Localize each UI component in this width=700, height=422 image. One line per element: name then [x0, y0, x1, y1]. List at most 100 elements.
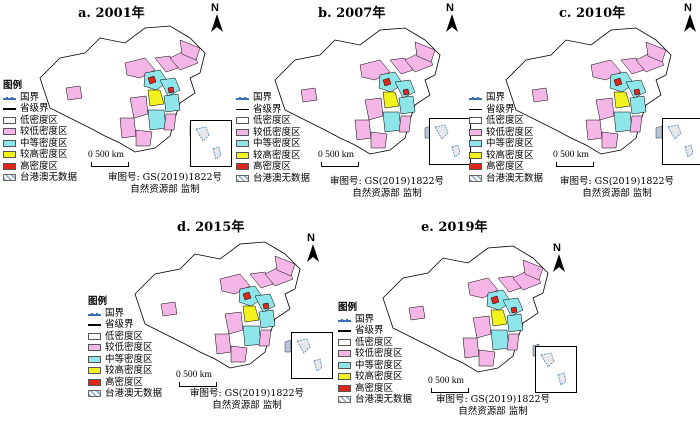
low-swatch: [236, 117, 249, 125]
province-region: [238, 285, 264, 307]
province-region: [394, 79, 416, 99]
higher-swatch: [469, 151, 482, 159]
nodata-swatch: [469, 174, 482, 182]
province-border-swatch: [469, 106, 482, 113]
legend-row: 较低密度区: [236, 127, 310, 139]
legend-row: 台港澳无数据: [338, 394, 412, 406]
legend-label: 台港澳无数据: [20, 172, 78, 183]
province-region: [300, 87, 318, 103]
province-region: [462, 337, 480, 359]
audit-note: 审图号: GS(2019)1822号 自然资源部 监制: [418, 394, 568, 418]
legend-row: 国界: [88, 308, 162, 320]
legend-label: 较低密度区: [355, 348, 403, 359]
legend-label: 中等密度区: [253, 138, 301, 149]
map-legend-a: 图例 国界 省级界 低密度区 较低密度区 中等密度区 较高密度区 高密度区 台港…: [3, 80, 77, 184]
legend-row: 省级界: [3, 103, 77, 115]
legend-row: 较低密度区: [469, 127, 543, 139]
legend-row: 国界: [236, 92, 310, 104]
panel-title: c. 2010年: [559, 6, 626, 21]
legend-row: 台港澳无数据: [3, 172, 77, 184]
north-label: N: [211, 2, 219, 14]
province-border-swatch: [338, 327, 351, 334]
map-regions: [382, 245, 549, 373]
province-region: [242, 291, 252, 301]
country-border-swatch: [338, 316, 351, 323]
audit-line-2: 自然资源部 监制: [212, 400, 282, 411]
province-region: [490, 329, 510, 351]
legend-label: 台港澳无数据: [253, 172, 311, 184]
legend-label: 低密度区: [105, 330, 144, 342]
legend-label: 国界: [486, 92, 506, 103]
audit-line-1: 审图号: GS(2019)1822号: [329, 176, 445, 187]
legend-label: 省级界: [20, 103, 49, 114]
map-regions: [134, 241, 301, 369]
legend-title: 图例: [338, 302, 358, 313]
audit-note: 审图号: GS(2019)1822号 自然资源部 监制: [312, 176, 462, 200]
legend-label: 国界: [253, 92, 273, 103]
audit-line-2: 自然资源部 监制: [352, 188, 422, 199]
legend-row: 高密度区: [338, 383, 412, 395]
province-region: [163, 113, 177, 131]
legend-label: 省级界: [355, 325, 384, 336]
audit-line-2: 自然资源部 监制: [458, 406, 528, 417]
province-region: [163, 93, 181, 113]
high-swatch: [88, 378, 101, 386]
country-border-swatch: [3, 94, 16, 101]
legend-label: 低密度区: [355, 336, 394, 348]
nodata-swatch: [236, 174, 249, 182]
nodata-swatch: [88, 390, 101, 398]
lower-swatch: [3, 128, 16, 136]
china-map: [134, 241, 301, 369]
province-region: [645, 41, 667, 63]
province-region: [408, 305, 426, 321]
province-region: [262, 302, 270, 310]
province-region: [629, 115, 643, 133]
legend-label: 高密度区: [486, 161, 525, 172]
scale-label: 0 500 km: [176, 370, 212, 380]
legend-row: 台港澳无数据: [469, 173, 543, 185]
province-region: [230, 345, 248, 363]
audit-note: 审图号: GS(2019)1822号 自然资源部 监制: [90, 172, 240, 196]
north-arrow-icon: [211, 14, 223, 32]
china-map: [382, 245, 549, 373]
map-regions: [505, 27, 672, 155]
china-map: [39, 25, 206, 153]
province-region: [378, 71, 404, 93]
nodata-swatch: [338, 396, 351, 404]
audit-line-1: 审图号: GS(2019)1822号: [189, 388, 305, 399]
province-region: [242, 305, 260, 323]
north-arrow-icon: [446, 14, 458, 32]
legend-label: 较低密度区: [20, 126, 68, 137]
north-arrow-icon: [553, 254, 565, 272]
legend-row: 中等密度区: [469, 138, 543, 150]
legend-row: 省级界: [88, 319, 162, 331]
map-legend-c: 国界 省级界 低密度区 较低密度区 中等密度区 较高密度区 高密度区 台港澳无数…: [469, 92, 543, 184]
map-regions: [39, 25, 206, 153]
legend-label: 高密度区: [105, 376, 144, 388]
map-legend-e: 图例 国界 省级界 低密度区 较低密度区 中等密度区 较高密度区 高密度区 台港…: [338, 302, 412, 406]
south-china-sea-inset: [291, 332, 333, 379]
legend-label: 较高密度区: [355, 371, 403, 382]
high-swatch: [469, 163, 482, 171]
legend-row: 低密度区: [338, 337, 412, 349]
province-region: [119, 117, 137, 139]
scale-bar: [91, 162, 129, 167]
legend-row: 省级界: [469, 104, 543, 116]
legend-label: 省级界: [486, 103, 515, 115]
legend-label: 较低密度区: [105, 342, 153, 353]
legend-row: 较高密度区: [469, 150, 543, 162]
audit-line-2: 自然资源部 监制: [582, 188, 652, 199]
scale-bar: [556, 162, 594, 167]
legend-label: 台港澳无数据: [486, 172, 544, 184]
legend-row: 省级界: [338, 325, 412, 337]
audit-line-1: 审图号: GS(2019)1822号: [107, 172, 223, 183]
low-swatch: [3, 116, 16, 124]
scale-bar: [321, 162, 359, 167]
higher-swatch: [3, 151, 16, 159]
legend-row: 台港澳无数据: [236, 173, 310, 185]
legend-row: 台港澳无数据: [88, 388, 162, 400]
south-china-sea-inset: [429, 118, 471, 165]
panel-title: e. 2019年: [421, 220, 488, 235]
low-swatch: [88, 332, 101, 340]
lower-swatch: [88, 344, 101, 352]
